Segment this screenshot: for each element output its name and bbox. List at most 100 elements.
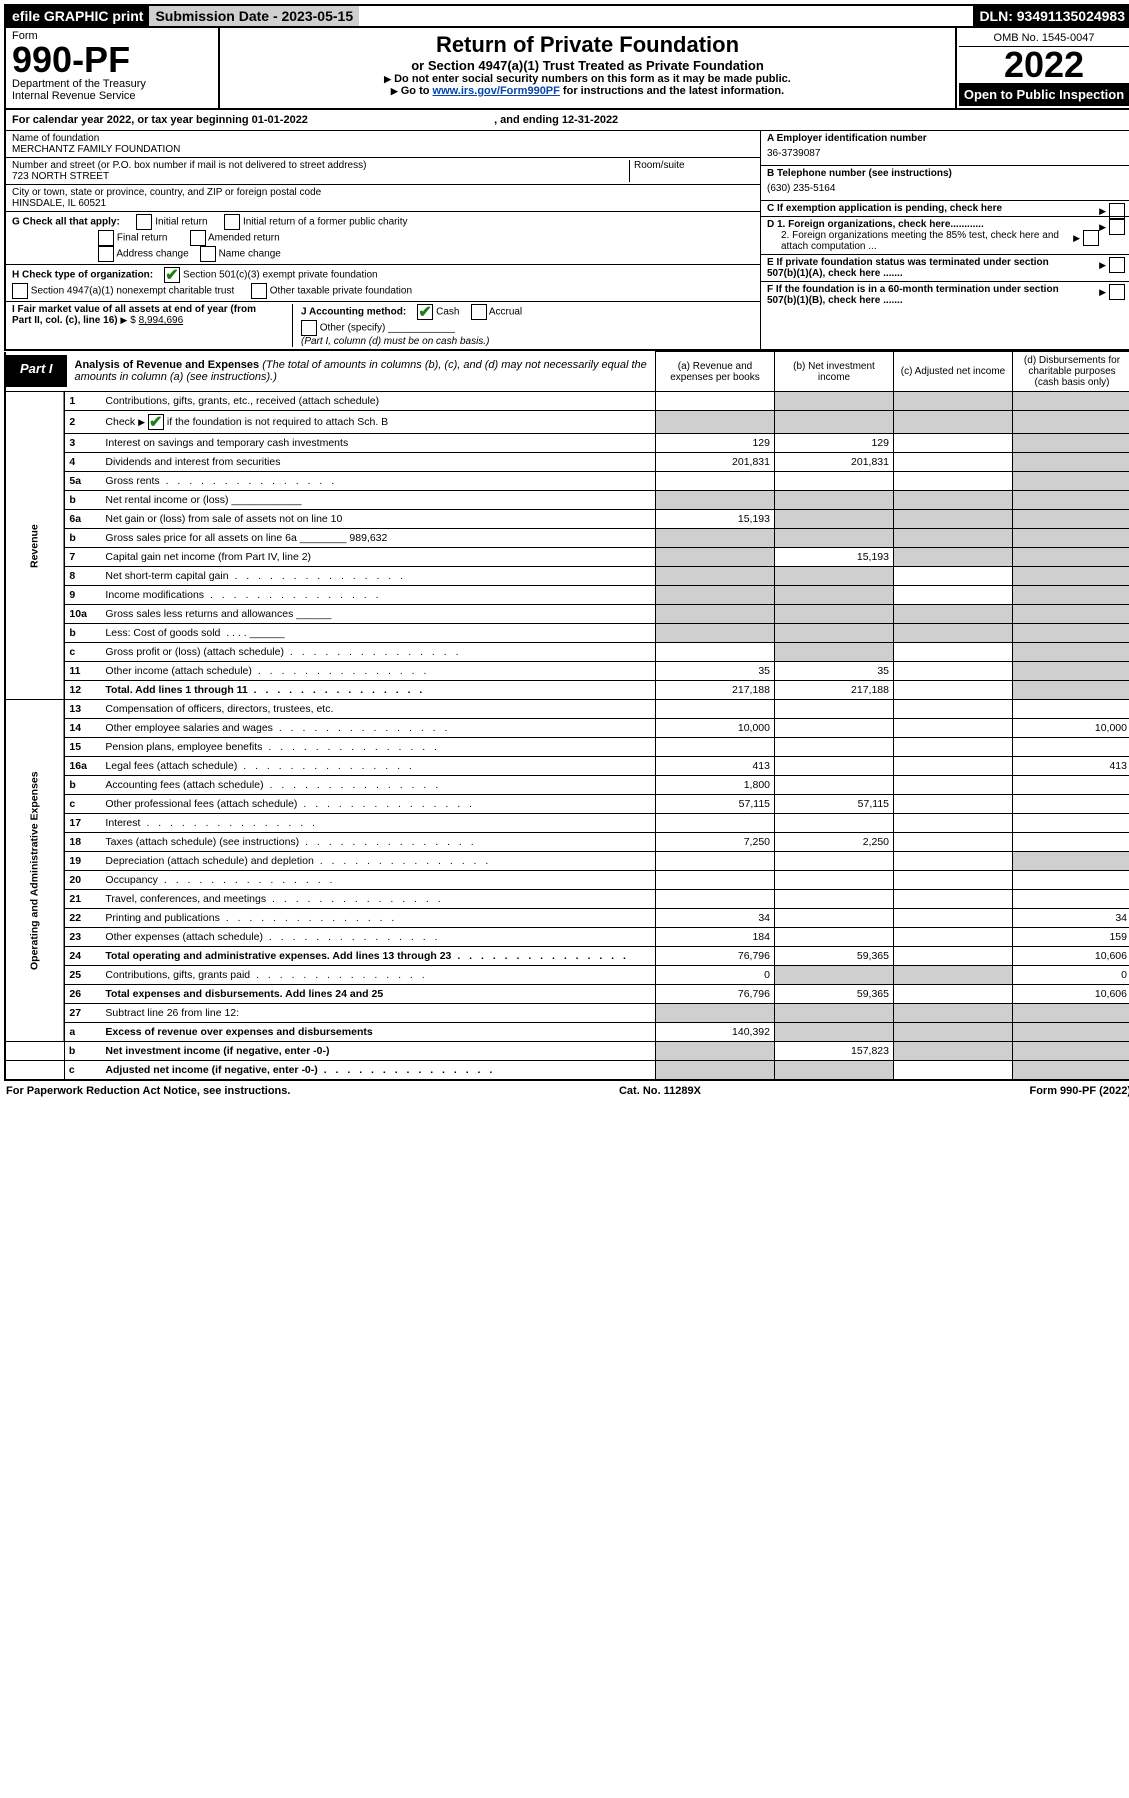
f-label: F If the foundation is in a 60-month ter… [767,284,1067,306]
row-6a: 6aNet gain or (loss) from sale of assets… [5,510,1129,529]
footer-right: Form 990-PF (2022) [1029,1085,1129,1097]
line-23-d: 159 [1013,928,1129,947]
part1-label: Part I [6,355,67,387]
line-12-b: 217,188 [775,681,894,700]
row-17: 17Interest [5,814,1129,833]
footer: For Paperwork Reduction Act Notice, see … [4,1081,1129,1101]
line-27c-desc: Adjusted net income (if negative, enter … [101,1061,655,1081]
row-2: 2 Check if the foundation is not require… [5,411,1129,434]
row-10a: 10aGross sales less returns and allowanc… [5,605,1129,624]
opt-other-taxable: Other taxable private foundation [270,286,412,297]
opt-501c3: Section 501(c)(3) exempt private foundat… [183,270,378,281]
line-6b-desc: Gross sales price for all assets on line… [101,529,655,548]
line-24-desc: Total operating and administrative expen… [101,947,655,966]
line-27b-b: 157,823 [775,1042,894,1061]
line-3-desc: Interest on savings and temporary cash i… [101,434,655,453]
opt-name-change: Name change [219,249,281,260]
irs-link[interactable]: www.irs.gov/Form990PF [433,85,560,97]
line-14-a: 10,000 [656,719,775,738]
checkbox-other-taxable[interactable] [251,283,267,299]
city-cell: City or town, state or province, country… [6,185,760,212]
checkbox-amended[interactable] [190,230,206,246]
line-12-a: 217,188 [656,681,775,700]
room-label: Room/suite [634,160,754,171]
opt-initial: Initial return [155,217,207,228]
row-4: 4Dividends and interest from securities … [5,453,1129,472]
line-23-a: 184 [656,928,775,947]
line-6b-val: 989,632 [349,532,387,544]
checkbox-accrual[interactable] [471,304,487,320]
checkbox-initial[interactable] [136,214,152,230]
form-title: Return of Private Foundation [224,32,951,58]
col-d-header: (d) Disbursements for charitable purpose… [1013,352,1129,392]
section-ij: I Fair market value of all assets at end… [6,302,760,349]
checkbox-c[interactable] [1109,203,1125,219]
checkbox-other-method[interactable] [301,320,317,336]
line-4-a: 201,831 [656,453,775,472]
line-24-a: 76,796 [656,947,775,966]
line-3-a: 129 [656,434,775,453]
row-8: 8Net short-term capital gain [5,567,1129,586]
row-10c: cGross profit or (loss) (attach schedule… [5,643,1129,662]
line-10c-desc: Gross profit or (loss) (attach schedule) [101,643,655,662]
revenue-sidelabel: Revenue [5,392,64,700]
line-11-desc: Other income (attach schedule) [101,662,655,681]
row-27c: cAdjusted net income (if negative, enter… [5,1061,1129,1081]
checkbox-initial-former[interactable] [224,214,240,230]
instruction-1: Do not enter social security numbers on … [224,73,951,85]
line-9-desc: Income modifications [101,586,655,605]
line-27a-desc: Excess of revenue over expenses and disb… [101,1023,655,1042]
section-c: C If exemption application is pending, c… [761,201,1129,217]
j-label: J Accounting method: [301,307,406,318]
line-23-desc: Other expenses (attach schedule) [101,928,655,947]
irs-label: Internal Revenue Service [12,90,212,102]
col-b-header: (b) Net investment income [775,352,894,392]
opt-other-method: Other (specify) [320,323,386,334]
checkbox-addr-change[interactable] [98,246,114,262]
checkbox-final[interactable] [98,230,114,246]
line-16c-desc: Other professional fees (attach schedule… [101,795,655,814]
instruction-2: Go to www.irs.gov/Form990PF for instruct… [224,85,951,97]
header-left: Form 990-PF Department of the Treasury I… [6,28,220,108]
row-19: 19Depreciation (attach schedule) and dep… [5,852,1129,871]
row-24: 24Total operating and administrative exp… [5,947,1129,966]
line-13-desc: Compensation of officers, directors, tru… [101,700,655,719]
line-27a-a: 140,392 [656,1023,775,1042]
checkbox-4947[interactable] [12,283,28,299]
opt-addr-change: Address change [116,249,188,260]
checkbox-e[interactable] [1109,257,1125,273]
ein-label: A Employer identification number [767,133,1125,144]
row-15: 15Pension plans, employee benefits [5,738,1129,757]
line-5b-desc: Net rental income or (loss) ____________ [101,491,655,510]
address-cell: Number and street (or P.O. box number if… [6,158,760,185]
dln: DLN: 93491135024983 [973,6,1129,26]
form-header: Form 990-PF Department of the Treasury I… [4,28,1129,110]
checkbox-schb[interactable] [148,414,164,430]
checkbox-f[interactable] [1109,284,1125,300]
row-27: 27Subtract line 26 from line 12: [5,1004,1129,1023]
section-d: D 1. Foreign organizations, check here..… [761,217,1129,255]
line-21-desc: Travel, conferences, and meetings [101,890,655,909]
phone-label: B Telephone number (see instructions) [767,168,1125,179]
line-16a-desc: Legal fees (attach schedule) [101,757,655,776]
foundation-name: MERCHANTZ FAMILY FOUNDATION [12,144,754,155]
checkbox-name-change[interactable] [200,246,216,262]
addr-label: Number and street (or P.O. box number if… [12,160,629,171]
h-label: H Check type of organization: [12,270,153,281]
line-14-d: 10,000 [1013,719,1129,738]
checkbox-d1[interactable] [1109,219,1125,235]
line-25-desc: Contributions, gifts, grants paid [101,966,655,985]
row-18: 18Taxes (attach schedule) (see instructi… [5,833,1129,852]
checkbox-d2[interactable] [1083,230,1099,246]
row-13: Operating and Administrative Expenses 13… [5,700,1129,719]
checkbox-501c3[interactable] [164,267,180,283]
row-3: 3Interest on savings and temporary cash … [5,434,1129,453]
checkbox-cash[interactable] [417,304,433,320]
line-24-d: 10,606 [1013,947,1129,966]
dept-label: Department of the Treasury [12,78,212,90]
line-14-desc: Other employee salaries and wages [101,719,655,738]
year-end: 12-31-2022 [562,114,618,126]
row-16a: 16aLegal fees (attach schedule) 413 413 [5,757,1129,776]
line-26-a: 76,796 [656,985,775,1004]
efile-label: efile GRAPHIC print [6,6,149,26]
